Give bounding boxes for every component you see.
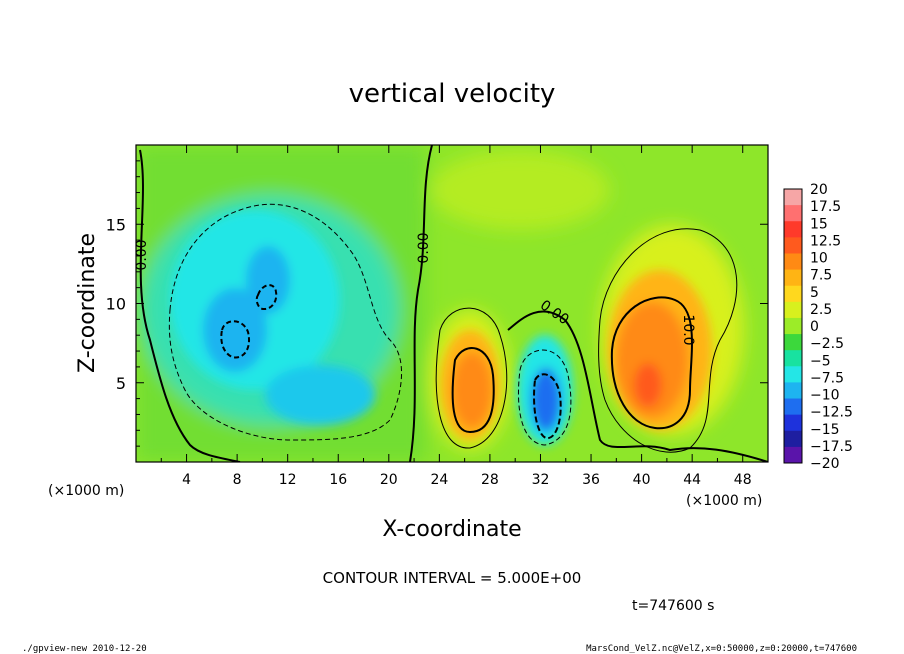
colorbar-label: 20 (810, 182, 828, 198)
x-tick-label: 24 (430, 472, 448, 488)
x-tick-label: 20 (380, 472, 398, 488)
colorbar-swatch (784, 237, 802, 254)
contour-updraft-10-mid (451, 347, 495, 434)
x-tick-label: 4 (182, 472, 191, 488)
contour-downdraft-10-left-b (255, 284, 278, 310)
field-right-updraft-core (616, 302, 688, 418)
colorbar-label: −10 (810, 388, 840, 404)
field-upper-updraft-region (430, 150, 610, 230)
contour-updraft-5-right (598, 228, 738, 453)
footer-right: MarsCond_VelZ.nc@VelZ,x=0:50000,z=0:2000… (586, 644, 857, 654)
x-unit-label-right: (×1000 m) (686, 493, 762, 509)
colorbar-swatch (784, 430, 802, 448)
colorbar-label: −2.5 (810, 336, 844, 352)
x-tick-label: 16 (329, 472, 347, 488)
x-tick-label: 40 (633, 472, 651, 488)
colorbar-swatch (784, 366, 802, 383)
contour-zero-left (139, 149, 241, 462)
contour-zero-mid (409, 145, 433, 462)
field-downdraft-core-low (265, 365, 375, 425)
chart-title: vertical velocity (349, 79, 556, 109)
x-tick-label: 12 (279, 472, 297, 488)
colorbar-swatch (784, 269, 802, 287)
contour-downdraft-10-mid (533, 373, 562, 440)
contour-label: 0.00 (134, 239, 150, 270)
colorbar-swatch (784, 350, 802, 367)
colorbar-swatch (784, 317, 802, 335)
time-label: t=747600 s (632, 598, 714, 614)
colorbar-swatch (784, 414, 802, 432)
colorbar-label: 5 (810, 285, 819, 301)
x-axis-title: X-coordinate (382, 517, 521, 542)
contour-label: 10.0 (680, 314, 696, 345)
x-tick-label: 44 (683, 472, 701, 488)
colorbar-label: −15 (810, 422, 840, 438)
colorbar-label: 17.5 (810, 199, 841, 215)
colorbar-label: 7.5 (810, 268, 832, 284)
contour-updraft-10-right (610, 296, 693, 430)
contour-label: 0.00 (416, 232, 432, 263)
colorbar-label: 15 (810, 216, 828, 232)
contour-updraft-5 (435, 307, 508, 449)
colorbar-swatch (784, 334, 802, 351)
contour-downdraft-dashed-mid (517, 349, 572, 446)
colorbar-label: −12.5 (810, 405, 853, 421)
colorbar-swatch (784, 221, 802, 238)
colorbar-swatch (784, 398, 802, 416)
contour-downdraft-10-left-a (220, 320, 250, 359)
colorbar-label: 12.5 (810, 233, 841, 249)
field-mid-updraft-core (452, 352, 492, 428)
colorbar-swatch (784, 446, 802, 464)
y-tick-label: 5 (116, 374, 126, 393)
y-axis: 5 10 15 (106, 160, 768, 447)
contour-lines (139, 145, 768, 462)
x-axis: 4 8 12 16 20 24 28 32 36 40 44 48 (160, 145, 752, 488)
colorbar-label: −5 (810, 353, 831, 369)
colorbar-label: −20 (810, 456, 840, 472)
y-axis-title: Z-coordinate (75, 233, 100, 373)
colorbar-label: −7.5 (810, 370, 844, 386)
colorbar-swatch (784, 301, 802, 319)
contour-downdraft-5-left (168, 203, 403, 441)
colorbar-frame (783, 188, 803, 464)
x-tick-label: 28 (481, 472, 499, 488)
footer-left: ./gpview-new 2010-12-20 (22, 644, 147, 654)
y-tick-label: 10 (106, 295, 126, 314)
colorbar-label: −17.5 (810, 439, 853, 455)
contour-interval-note: CONTOUR INTERVAL = 5.000E+00 (323, 569, 582, 587)
colorbar-swatch (784, 189, 802, 206)
colorbar-swatch (784, 285, 802, 303)
field-downdraft-core-left (203, 288, 267, 372)
colorbar-label: 2.5 (810, 302, 832, 318)
contour-zero-right (507, 310, 768, 462)
colorbar-label: 0 (810, 319, 819, 335)
colorbar-swatch (784, 205, 802, 222)
field-downdraft-core-upper (246, 246, 290, 314)
colorbar-swatch (784, 253, 802, 271)
x-tick-label: 8 (233, 472, 242, 488)
colorbar-swatch (784, 382, 802, 400)
x-tick-label: 48 (734, 472, 752, 488)
field-right-updraft-peak (634, 363, 662, 407)
field-mid-downdraft-core (531, 368, 561, 432)
y-tick-label: 15 (106, 215, 126, 234)
colorbar-label: 10 (810, 251, 828, 267)
x-tick-label: 32 (532, 472, 550, 488)
x-tick-label: 36 (582, 472, 600, 488)
x-unit-label-left: (×1000 m) (48, 483, 124, 499)
